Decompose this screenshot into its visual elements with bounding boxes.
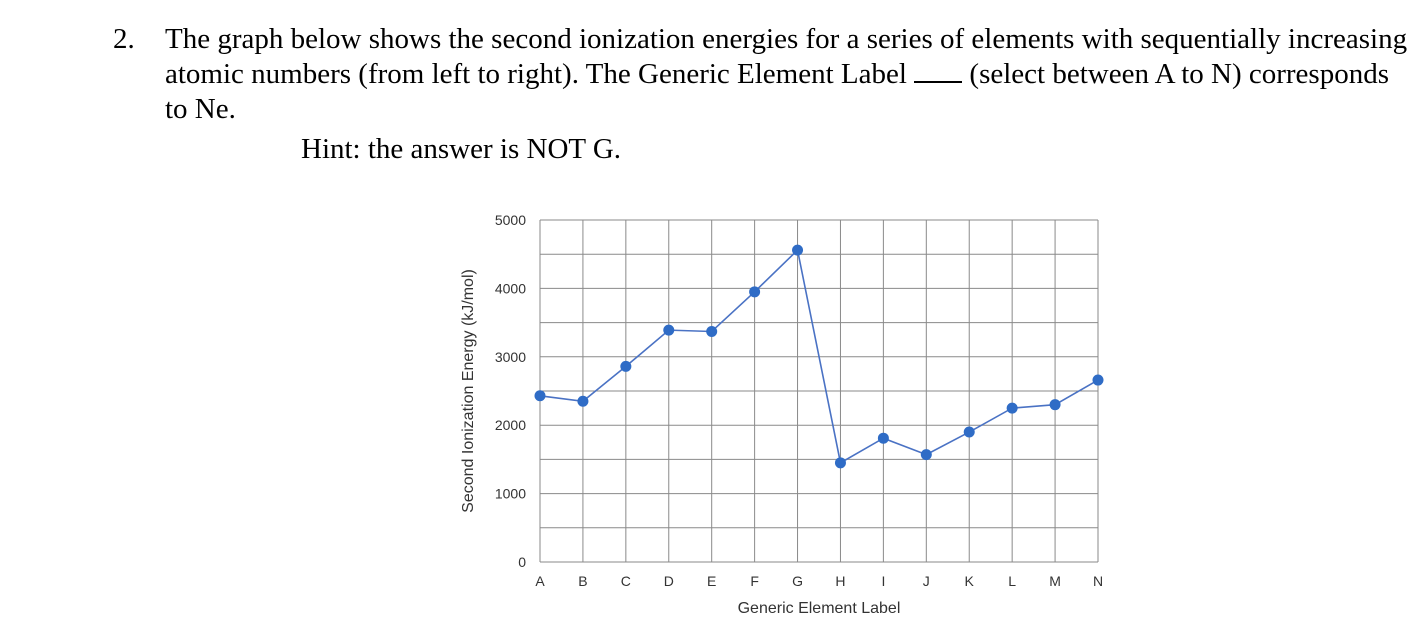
y-axis-label: Second Ionization Energy (kJ/mol) [460, 269, 477, 513]
x-tick-label: G [792, 573, 803, 589]
chart-grid [539, 219, 1099, 563]
x-tick-label: F [750, 573, 759, 589]
x-axis-label: Generic Element Label [738, 600, 901, 615]
x-tick-label: E [707, 573, 716, 589]
hint-text: Hint: the answer is NOT G. [301, 133, 622, 165]
y-axis-ticks: 0 1000 2000 3000 4000 5000 [495, 212, 526, 570]
answer-blank [914, 59, 963, 83]
x-tick-label: J [923, 573, 930, 589]
x-axis-ticks: A B C D E F G H I J K L M N [535, 573, 1103, 589]
data-point [577, 395, 589, 407]
data-points [534, 244, 1104, 469]
data-point [963, 426, 975, 438]
data-point [792, 244, 804, 256]
x-tick-label: K [965, 573, 975, 589]
x-tick-label: I [881, 573, 885, 589]
y-tick-label: 4000 [495, 280, 526, 296]
x-tick-label: C [621, 573, 631, 589]
data-point [620, 360, 632, 372]
x-tick-label: M [1049, 573, 1061, 589]
data-point [1049, 399, 1061, 411]
y-tick-label: 1000 [495, 486, 526, 502]
question-block: 2. The graph below shows the second ioni… [113, 22, 1413, 127]
data-point [663, 324, 675, 336]
question-text-after: (select between A to N) corresponds to N… [165, 58, 1389, 125]
y-tick-label: 5000 [495, 212, 526, 228]
y-tick-label: 2000 [495, 417, 526, 433]
x-tick-label: B [578, 573, 587, 589]
data-point [877, 432, 889, 444]
x-tick-label: H [835, 573, 845, 589]
x-tick-label: N [1093, 573, 1103, 589]
data-point [1006, 402, 1018, 414]
x-tick-label: A [535, 573, 545, 589]
x-tick-label: D [664, 573, 674, 589]
ionization-energy-chart: 0 1000 2000 3000 4000 5000 A B C D E F G H I J K L M N Gen… [460, 212, 1104, 615]
data-point [834, 457, 846, 469]
x-tick-label: L [1008, 573, 1016, 589]
question-number: 2. [113, 23, 135, 55]
data-point [749, 286, 761, 298]
data-point [1092, 374, 1104, 386]
y-tick-label: 3000 [495, 349, 526, 365]
data-point [706, 325, 718, 337]
data-point [534, 390, 546, 402]
y-tick-label: 0 [518, 554, 526, 570]
question-text-before: The graph below shows the second ionizat… [165, 23, 1408, 90]
question-text: The graph below shows the second ionizat… [165, 22, 1413, 127]
series-line [539, 248, 1099, 465]
data-point [920, 449, 932, 461]
